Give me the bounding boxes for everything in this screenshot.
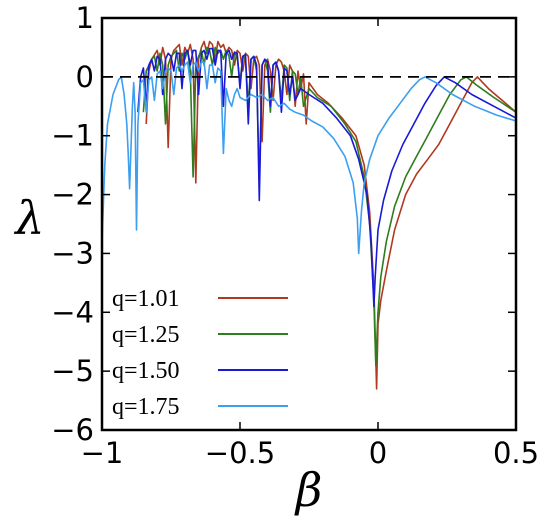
legend-label: q=1.25 [112,322,180,348]
plot-frame [100,16,518,432]
y-axis-ticks: 1 0 −1 −2 −3 −4 −5 −6 [51,1,516,447]
y-tick-label: −2 [51,178,94,212]
series-line-q-1-01 [145,40,516,390]
series-line-q-1-50 [137,47,516,308]
series-line-q-1-75 [102,61,516,255]
x-axis-label: β [294,463,323,517]
legend-item: q=1.75 [112,394,288,420]
y-axis-label: λ [13,191,44,245]
plot-area [102,40,516,390]
y-tick-label: −4 [51,295,94,329]
series-line-q-1-25 [142,46,516,367]
y-tick-label: 1 [76,1,94,35]
y-tick-label: −6 [51,413,94,447]
y-tick-label: 0 [76,60,94,94]
x-tick-label: 0 [369,436,387,470]
y-tick-label: −3 [51,236,94,270]
legend-label: q=1.75 [112,394,180,420]
legend-label: q=1.01 [112,286,180,312]
legend: q=1.01 q=1.25 q=1.50 q=1.75 [112,286,288,420]
legend-item: q=1.01 [112,286,288,312]
legend-item: q=1.50 [112,358,288,384]
y-tick-label: −1 [51,119,94,153]
x-tick-label: −0.5 [205,436,275,470]
y-tick-label: −5 [51,354,94,388]
legend-label: q=1.50 [112,358,180,384]
x-tick-label: 0.5 [493,436,539,470]
x-axis-ticks: −1 −0.5 0 0.5 [81,18,539,470]
legend-item: q=1.25 [112,322,288,348]
x-tick-label: −1 [81,436,124,470]
